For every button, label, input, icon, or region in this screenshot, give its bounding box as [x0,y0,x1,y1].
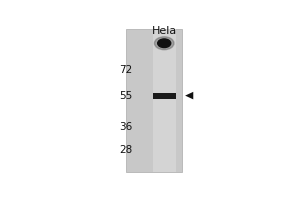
Bar [126,29,182,172]
Text: 36: 36 [120,122,133,132]
Circle shape [154,37,174,50]
Text: 72: 72 [120,65,133,75]
Text: 55: 55 [120,91,133,101]
Bar [153,29,176,172]
Circle shape [158,39,171,48]
Text: 28: 28 [120,145,133,155]
Polygon shape [185,92,193,99]
Text: Hela: Hela [152,26,177,36]
Bar [153,93,176,99]
